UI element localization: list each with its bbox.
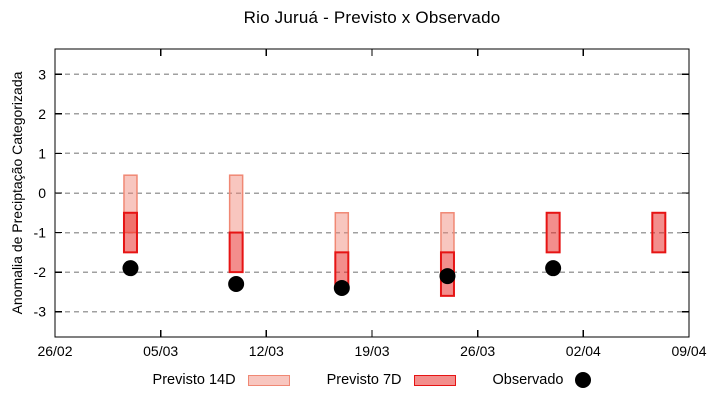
y-tick-label: -3 [34, 304, 47, 320]
legend-swatch-previsto-7d-icon [413, 374, 456, 386]
x-tick-label: 12/03 [249, 343, 284, 359]
y-tick-label: 1 [38, 145, 46, 161]
y-tick-label: 2 [38, 106, 46, 122]
y-tick-label: 0 [38, 185, 46, 201]
x-tick-label: 26/03 [460, 343, 495, 359]
legend-item-previsto-7d: Previsto 7D [327, 372, 456, 388]
x-tick-label: 26/02 [37, 343, 72, 359]
legend: Previsto 14D Previsto 7D Observado [0, 372, 720, 388]
legend-dot-observado-icon [575, 372, 592, 388]
observado-point [545, 260, 562, 277]
observado-point [228, 275, 245, 292]
previsto-7d-bar [651, 211, 667, 254]
legend-item-observado: Observado [493, 372, 592, 388]
legend-swatch-previsto-14d-icon [247, 374, 290, 386]
observado-point [439, 268, 456, 285]
y-tick-label: -1 [34, 225, 47, 241]
legend-label-previsto-7d: Previsto 7D [326, 372, 402, 388]
y-tick-label: -2 [34, 264, 47, 280]
x-tick-label: 05/03 [143, 343, 178, 359]
legend-label-observado: Observado [492, 372, 564, 388]
previsto-14d-bar [228, 174, 244, 234]
legend-label-previsto-14d: Previsto 14D [152, 372, 236, 388]
observado-point [333, 279, 350, 296]
previsto-7d-bar [122, 211, 138, 254]
previsto-7d-bar [545, 211, 561, 254]
previsto-14d-bar [440, 212, 455, 254]
x-tick-label: 19/03 [354, 343, 389, 359]
previsto-14d-bar [334, 212, 350, 254]
y-tick-label: 3 [38, 66, 46, 82]
x-tick-label: 02/04 [566, 343, 601, 359]
x-tick-label: 09/04 [671, 343, 706, 359]
previsto-7d-bar [228, 231, 244, 274]
legend-item-previsto-14d: Previsto 14D [153, 372, 290, 388]
observado-point [122, 260, 139, 277]
chart-title: Rio Juruá - Previsto x Observado [243, 8, 501, 27]
